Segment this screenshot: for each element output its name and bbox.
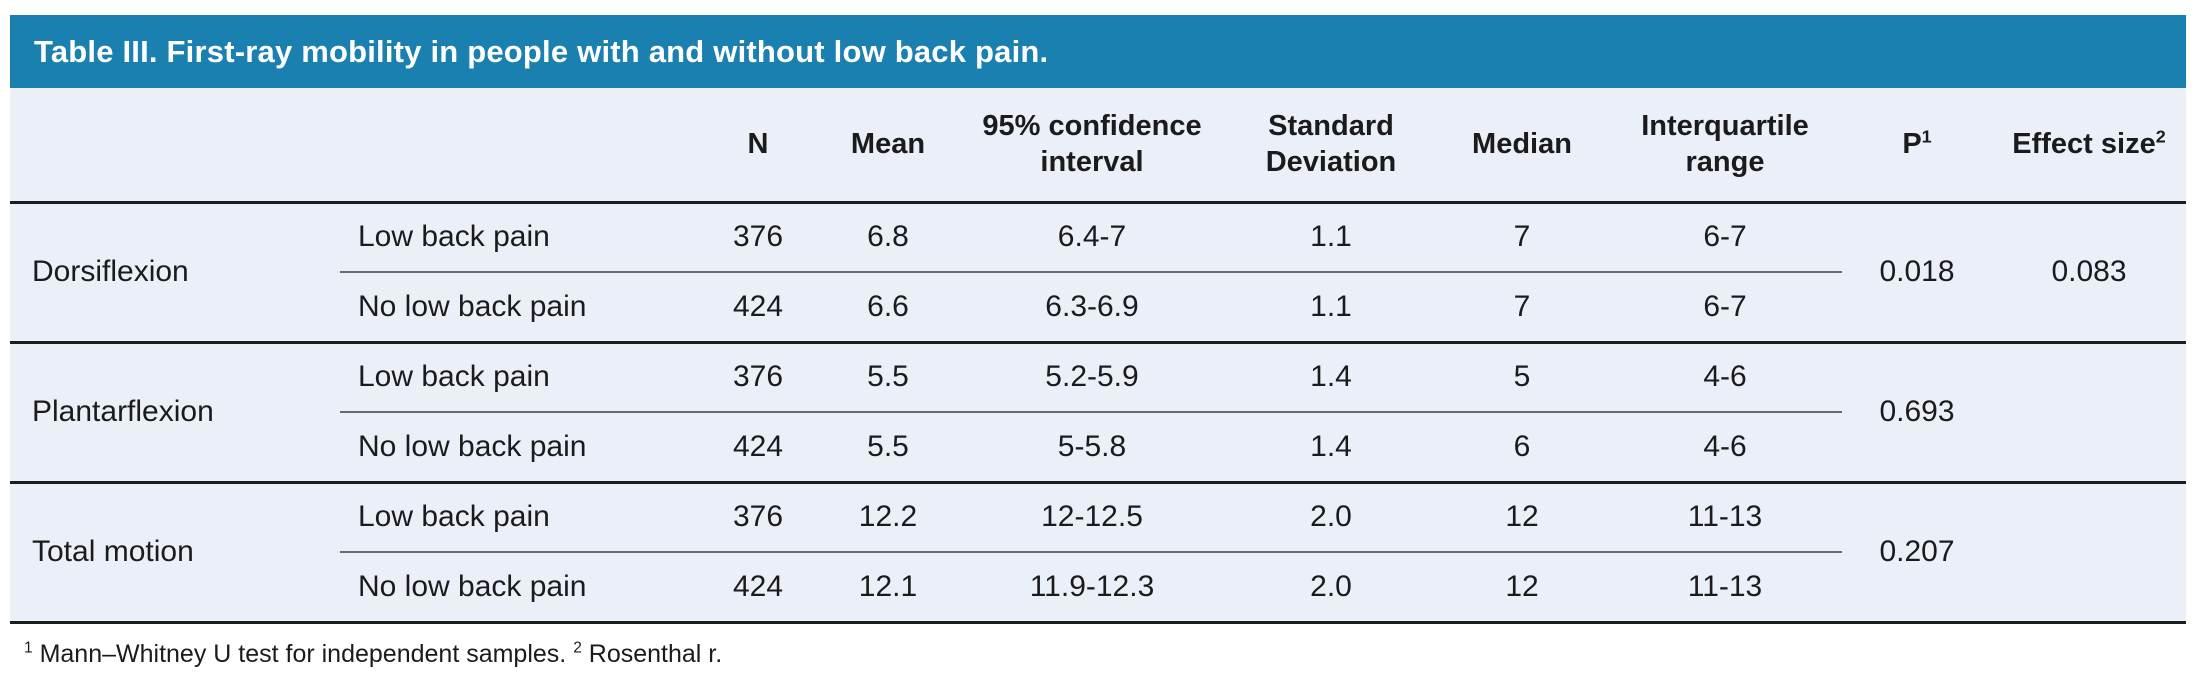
cell-p-value: 0.207 xyxy=(1842,480,1992,622)
cell-iqr: 11-13 xyxy=(1687,569,1763,603)
cell-median: 5 xyxy=(1436,340,1608,413)
table-row: No low back pain 424 6.6 6.3-6.9 1.1 7 6… xyxy=(10,272,2186,342)
cell-n: 424 xyxy=(732,289,784,323)
cell-subgroup: No low back pain xyxy=(358,289,587,323)
cell-iqr: 4-6 xyxy=(1608,340,1842,413)
cell-subgroup: Low back pain xyxy=(340,340,698,413)
group-label: Plantarflexion xyxy=(10,340,340,482)
cell-mean: 6.8 xyxy=(818,200,958,273)
table-header: N Mean 95% confidence interval Standard … xyxy=(10,88,2186,204)
col-header-p-sup: 1 xyxy=(1921,126,1932,147)
cell-sd: 2.0 xyxy=(1310,569,1352,603)
col-header-effect-label: Effect size xyxy=(2012,128,2156,161)
table-row: Plantarflexion Low back pain 376 5.5 5.2… xyxy=(10,340,2186,482)
header-row: N Mean 95% confidence interval Standard … xyxy=(10,88,2186,204)
footnote-text-1: Mann–Whitney U test for independent samp… xyxy=(32,639,574,668)
cell-n: 424 xyxy=(732,569,784,603)
cell-sd: 1.1 xyxy=(1310,289,1352,323)
cell-sd: 1.4 xyxy=(1226,340,1436,413)
cell-ci: 12-12.5 xyxy=(958,480,1226,553)
cell-ci: 6.3-6.9 xyxy=(1045,289,1139,323)
cell-subgroup: Low back pain xyxy=(340,480,698,553)
cell-n: 376 xyxy=(698,340,818,413)
cell-sd: 1.4 xyxy=(1310,429,1352,463)
col-header-subgroup xyxy=(340,88,698,204)
cell-mean: 5.5 xyxy=(867,429,909,463)
footnote-sup-2: 2 xyxy=(573,639,582,657)
table-row: No low back pain 424 12.1 11.9-12.3 2.0 … xyxy=(10,552,2186,622)
cell-subgroup: No low back pain xyxy=(358,569,587,603)
cell-sd: 2.0 xyxy=(1226,480,1436,553)
first-ray-mobility-table: N Mean 95% confidence interval Standard … xyxy=(10,88,2186,624)
cell-ci: 11.9-12.3 xyxy=(1029,569,1155,603)
cell-sd: 1.1 xyxy=(1226,200,1436,273)
table-container: Table III. First-ray mobility in people … xyxy=(10,15,2186,669)
cell-median: 7 xyxy=(1513,289,1531,323)
cell-effect-size: 0.083 xyxy=(1992,200,2186,342)
cell-effect-size xyxy=(1992,340,2186,482)
col-header-p: P1 xyxy=(1842,88,1992,204)
cell-n: 424 xyxy=(732,429,784,463)
cell-iqr: 4-6 xyxy=(1703,429,1747,463)
cell-iqr: 6-7 xyxy=(1608,200,1842,273)
cell-n: 376 xyxy=(698,480,818,553)
col-header-group xyxy=(10,88,340,204)
cell-mean: 6.6 xyxy=(867,289,909,323)
group-total-motion: Total motion Low back pain 376 12.2 12-1… xyxy=(10,480,2186,622)
cell-p-value: 0.018 xyxy=(1842,200,1992,342)
cell-n: 376 xyxy=(698,200,818,273)
table-row: Dorsiflexion Low back pain 376 6.8 6.4-7… xyxy=(10,200,2186,342)
cell-ci: 6.4-7 xyxy=(958,200,1226,273)
col-header-p-label: P xyxy=(1902,128,1922,161)
cell-median: 12 xyxy=(1436,480,1608,553)
col-header-effect-sup: 2 xyxy=(2155,126,2166,147)
cell-iqr: 11-13 xyxy=(1608,480,1842,553)
cell-ci: 5-5.8 xyxy=(1057,429,1127,463)
footnote-text-2: Rosenthal r. xyxy=(581,639,723,668)
footnote-sup-1: 1 xyxy=(24,639,33,657)
col-header-mean: Mean xyxy=(818,88,958,204)
cell-effect-size xyxy=(1992,480,2186,622)
cell-p-value: 0.693 xyxy=(1842,340,1992,482)
table-title: Table III. First-ray mobility in people … xyxy=(34,33,1049,69)
col-header-effect-size: Effect size2 xyxy=(1992,88,2186,204)
col-header-iqr: Interquartile range xyxy=(1608,88,1842,204)
footnote: 1 Mann–Whitney U test for independent sa… xyxy=(10,623,2186,669)
group-label: Dorsiflexion xyxy=(10,200,340,342)
cell-iqr: 6-7 xyxy=(1703,289,1747,323)
cell-mean: 12.2 xyxy=(818,480,958,553)
cell-mean: 12.1 xyxy=(858,569,918,603)
cell-median: 12 xyxy=(1505,569,1539,603)
group-label: Total motion xyxy=(10,480,340,622)
cell-subgroup: Low back pain xyxy=(340,200,698,273)
col-header-sd: Standard Deviation xyxy=(1226,88,1436,204)
cell-mean: 5.5 xyxy=(818,340,958,413)
table-row: Total motion Low back pain 376 12.2 12-1… xyxy=(10,480,2186,622)
table-row: No low back pain 424 5.5 5-5.8 1.4 6 4-6 xyxy=(10,412,2186,482)
cell-median: 6 xyxy=(1513,429,1531,463)
col-header-median: Median xyxy=(1436,88,1608,204)
cell-ci: 5.2-5.9 xyxy=(958,340,1226,413)
group-dorsiflexion: Dorsiflexion Low back pain 376 6.8 6.4-7… xyxy=(10,200,2186,342)
group-plantarflexion: Plantarflexion Low back pain 376 5.5 5.2… xyxy=(10,340,2186,482)
cell-median: 7 xyxy=(1436,200,1608,273)
cell-subgroup: No low back pain xyxy=(358,429,587,463)
col-header-ci: 95% confidence interval xyxy=(958,88,1226,204)
table-title-bar: Table III. First-ray mobility in people … xyxy=(10,15,2186,88)
col-header-n: N xyxy=(698,88,818,204)
